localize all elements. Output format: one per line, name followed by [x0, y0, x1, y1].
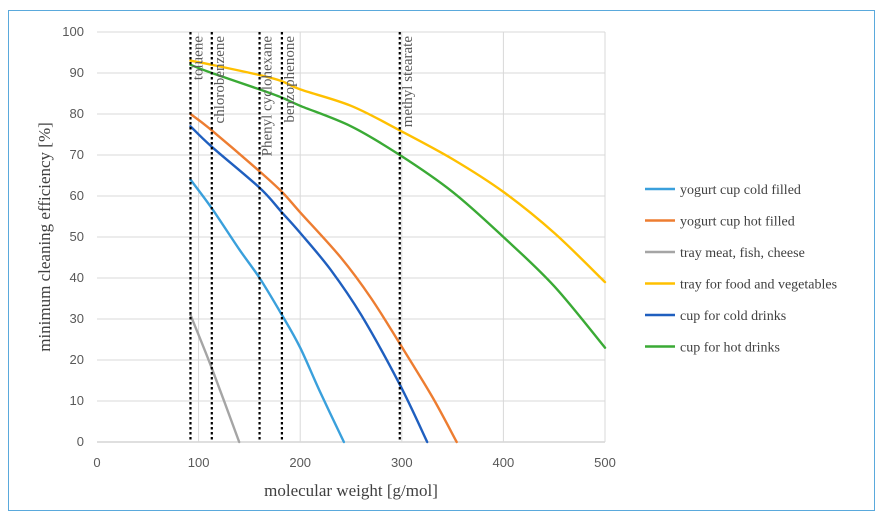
legend-label: cup for hot drinks — [680, 341, 780, 356]
series-line-tray-meat-fish-cheese — [189, 313, 241, 444]
x-axis-label: molecular weight [g/mol] — [264, 481, 438, 500]
legend-label: tray for food and vegetables — [680, 278, 837, 293]
marker-label: Phenyl cyclohexane — [260, 36, 276, 157]
x-tick-label: 300 — [391, 455, 413, 470]
y-tick-label: 90 — [70, 65, 84, 80]
gridlines — [97, 31, 606, 443]
y-tick-label: 10 — [70, 393, 84, 408]
legend-label: tray meat, fish, cheese — [680, 246, 805, 261]
marker-label: methyl stearate — [400, 36, 416, 128]
series-line-yogurt-cup-cold-filled — [189, 178, 346, 444]
y-axis-label: minimum cleaning efficiency [%] — [35, 122, 54, 352]
y-tick-label: 70 — [70, 147, 84, 162]
marker-label: chlorobenzene — [212, 36, 228, 124]
marker-label: benzophenone — [282, 36, 298, 123]
x-tick-label: 400 — [493, 455, 515, 470]
series-line-cup-for-hot-drinks — [189, 63, 607, 349]
series-line-yogurt-cup-hot-filled — [189, 112, 458, 444]
x-tick-label: 0 — [93, 455, 100, 470]
x-tick-label: 100 — [188, 455, 210, 470]
y-tick-label: 0 — [77, 434, 84, 449]
y-tick-label: 80 — [70, 106, 84, 121]
series-lines — [189, 59, 607, 444]
marker-label: toluene — [190, 36, 206, 80]
legend-label: cup for cold drinks — [680, 309, 786, 324]
y-tick-label: 60 — [70, 188, 84, 203]
y-tick-label: 40 — [70, 270, 84, 285]
series-line-tray-for-food-and-vegetables — [189, 59, 607, 284]
x-tick-label: 500 — [594, 455, 616, 470]
series-line-cup-for-cold-drinks — [189, 125, 429, 444]
legend: yogurt cup cold filled yogurt cup hot fil… — [645, 183, 837, 356]
legend-label: yogurt cup hot filled — [680, 215, 795, 230]
y-tick-label: 100 — [62, 24, 84, 39]
x-tick-label: 200 — [289, 455, 311, 470]
tick-labels: 0 10 20 30 40 50 60 70 80 90 100 0 100 200 300 400 500 — [62, 24, 616, 470]
legend-label: yogurt cup cold filled — [680, 183, 801, 198]
y-tick-label: 50 — [70, 229, 84, 244]
y-tick-label: 30 — [70, 311, 84, 326]
reference-markers: toluene chlorobenzene Phenyl cyclohexane be… — [189, 32, 416, 442]
y-tick-label: 20 — [70, 352, 84, 367]
chart-frame — [8, 10, 875, 511]
